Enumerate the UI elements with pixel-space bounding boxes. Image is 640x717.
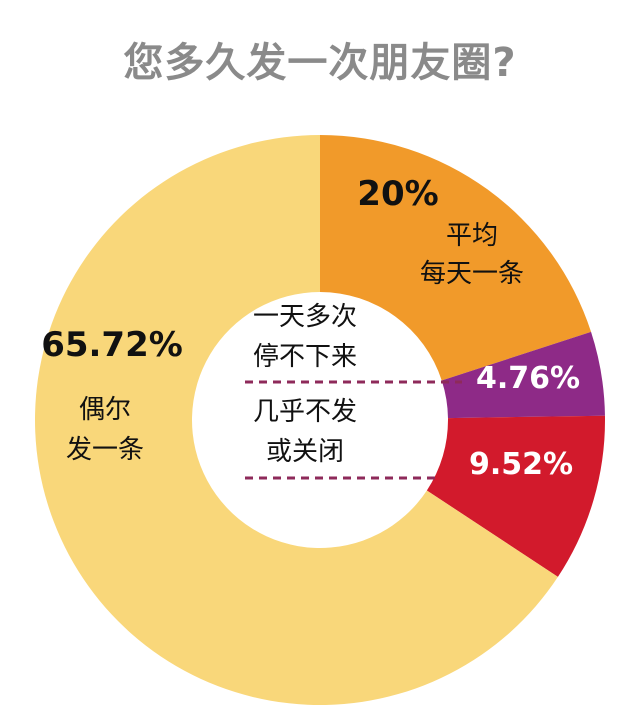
slice-category-label: 偶尔 — [79, 395, 131, 425]
center-category-label: 几乎不发 — [253, 397, 357, 427]
center-category-label: 一天多次 — [253, 302, 357, 332]
center-category-label: 或关闭 — [266, 437, 344, 467]
slice-percent-label: 9.52% — [469, 447, 573, 482]
slice-category-label: 发一条 — [66, 435, 144, 465]
slice-percent-label: 65.72% — [41, 325, 183, 365]
slice-percent-label: 4.76% — [476, 361, 580, 396]
slice-3 — [34, 135, 558, 706]
slice-category-label: 每天一条 — [420, 259, 524, 289]
slice-percent-label: 20% — [357, 174, 438, 214]
slice-category-label: 平均 — [446, 221, 498, 251]
slice-1 — [441, 331, 605, 419]
chart-title: 您多久发一次朋友圈? — [123, 40, 517, 86]
center-category-label: 停不下来 — [253, 342, 357, 372]
slice-0 — [320, 135, 592, 381]
slice-2 — [426, 415, 605, 577]
